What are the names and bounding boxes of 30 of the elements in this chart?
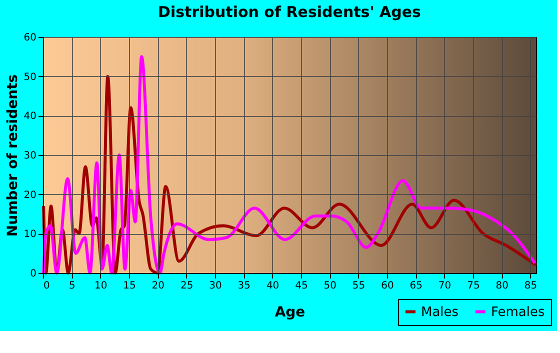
x-tick-label: 85 (524, 280, 538, 292)
x-tick-label: 10 (94, 280, 108, 292)
x-tick-label: 15 (123, 280, 136, 292)
x-tick-label: 65 (410, 280, 422, 292)
x-tick-label: 60 (381, 280, 394, 292)
y-tick-label: 60 (24, 32, 36, 44)
y-tick-label: 50 (24, 72, 36, 83)
legend-label: Females (491, 304, 546, 320)
x-tick-label: 55 (352, 280, 366, 292)
x-tick-label: 50 (324, 280, 336, 292)
x-tick-label: 30 (209, 280, 222, 292)
y-tick-label: 40 (24, 111, 36, 122)
x-tick-label: 40 (266, 280, 280, 292)
chart-title: Distribution of Residents' Ages (158, 3, 422, 21)
y-axis-title: Number of residents (4, 74, 21, 237)
x-tick-label: 75 (467, 280, 480, 292)
x-tick-label: 20 (152, 280, 165, 292)
x-tick-label: 70 (438, 280, 452, 292)
x-tick-label: 80 (496, 280, 508, 292)
x-tick-label: 25 (180, 280, 194, 292)
x-tick-label: 45 (295, 280, 308, 292)
y-tick-label: 20 (24, 190, 36, 201)
legend-label: Males (421, 304, 459, 320)
x-tick-label: 0 (44, 280, 50, 292)
x-tick-label: 35 (238, 280, 251, 292)
x-axis-title: Age (274, 304, 306, 320)
y-tick-label: 0 (30, 268, 36, 280)
y-tick-label: 10 (24, 229, 36, 240)
x-tick-label: 5 (68, 280, 76, 292)
y-tick-label: 30 (24, 150, 36, 162)
